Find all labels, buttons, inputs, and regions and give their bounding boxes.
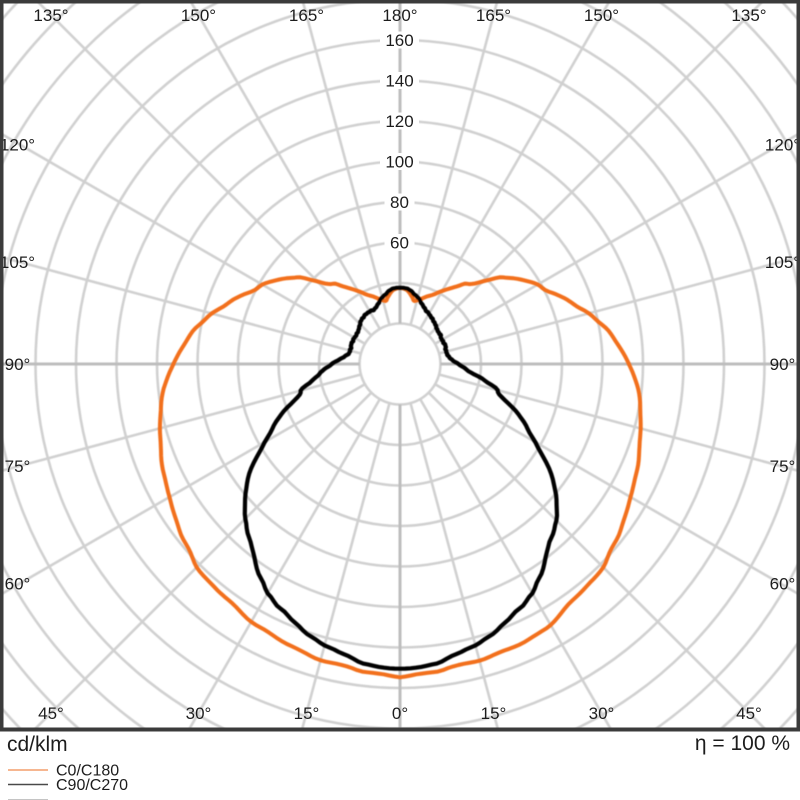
svg-text:120°: 120° [0,136,35,155]
svg-text:cd/klm: cd/klm [7,733,68,756]
svg-text:135°: 135° [33,6,68,25]
svg-text:45°: 45° [736,704,762,723]
svg-text:140: 140 [385,72,413,91]
svg-text:80: 80 [390,193,409,212]
svg-text:30°: 30° [589,704,615,723]
svg-text:60: 60 [390,234,409,253]
svg-text:60°: 60° [5,574,31,593]
svg-text:60°: 60° [770,574,796,593]
svg-text:C0/C180: C0/C180 [56,763,119,780]
svg-text:75°: 75° [5,457,31,476]
svg-text:165°: 165° [289,6,324,25]
svg-text:15°: 15° [294,704,320,723]
svg-text:15°: 15° [481,704,507,723]
svg-text:100: 100 [385,153,413,172]
svg-text:C90/C270: C90/C270 [56,777,128,794]
svg-text:150°: 150° [584,6,619,25]
svg-text:160: 160 [385,31,413,50]
svg-text:75°: 75° [770,457,796,476]
svg-text:45°: 45° [38,704,64,723]
svg-text:105°: 105° [765,253,800,272]
svg-text:90°: 90° [770,355,796,374]
svg-text:120°: 120° [765,136,800,155]
svg-text:165°: 165° [476,6,511,25]
svg-text:120: 120 [385,112,413,131]
svg-text:150°: 150° [181,6,216,25]
svg-text:90°: 90° [5,355,31,374]
svg-text:0°: 0° [392,704,408,723]
svg-text:105°: 105° [0,253,35,272]
svg-text:η = 100 %: η = 100 % [695,732,790,755]
svg-text:180°: 180° [382,6,417,25]
svg-text:135°: 135° [731,6,766,25]
svg-text:30°: 30° [186,704,212,723]
